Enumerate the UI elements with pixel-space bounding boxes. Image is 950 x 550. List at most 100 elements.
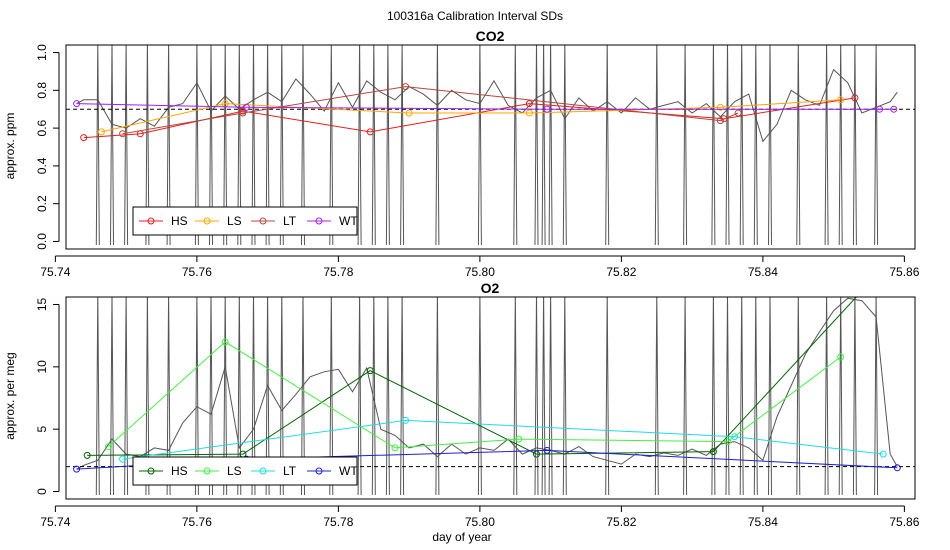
x-tick-label-o2-4: 75.82 [606,515,636,529]
trace-spike-co2-9 [251,45,256,246]
x-tick-label-co2-3: 75.80 [465,265,495,279]
trace-spike-co2-8 [237,45,242,246]
chart-title-co2: CO2 [476,28,505,44]
trace-spike-o2-26 [654,297,659,496]
trace-spike-o2-16 [385,297,390,496]
data-point-co2-wt-1 [242,103,250,111]
data-point-o2-hs-5 [870,277,876,283]
x-tick-label-o2-0: 75.74 [40,515,70,529]
trace-spike-o2-27 [683,297,688,496]
trace-spike-o2-34 [824,297,829,496]
trace-spike-co2-11 [279,45,284,246]
data-point-co2-hs-5 [720,115,728,123]
legend-label-o2-wt: WT [339,464,358,478]
trace-spike-o2-20 [513,297,518,496]
trace-spike-co2-18 [435,45,440,246]
plot-area-co2 [66,45,915,246]
trace-spike-o2-5 [194,297,199,496]
trace-spike-o2-29 [725,297,730,496]
trace-spike-co2-27 [683,45,688,246]
trace-spike-o2-35 [838,297,843,496]
data-point-co2-wt-4 [890,105,898,113]
data-point-o2-ls-4 [724,438,731,446]
legend-swatch-marker-o2-hs [147,467,155,475]
trace-spike-co2-23 [548,45,553,246]
trace-spike-co2-19 [477,45,482,246]
trace-spike-co2-0 [95,45,100,246]
y-tick-label-o2-0: 0 [35,488,49,495]
y-axis-label-co2: approx. ppm [3,113,17,180]
x-tick-label-o2-2: 75.78 [323,515,353,529]
trace-spike-co2-1 [110,45,114,246]
trace-spike-co2-7 [223,45,228,246]
trace-spike-co2-17 [400,45,405,246]
trace-spike-o2-21 [534,297,539,496]
plot-frame-o2 [65,296,916,500]
data-point-o2-lt-1 [402,416,410,424]
series-line-co2-ls [101,99,841,133]
legend-label-o2-hs: HS [171,464,188,478]
x-tick-label-co2-4: 75.82 [606,265,636,279]
chart-o2: O2 approx. per meg 75.74 75.76 75.78 75.80 7… [3,277,920,529]
trace-spike-co2-13 [329,45,334,246]
legend-swatch-marker-co2-hs [147,217,155,225]
trace-spike-co2-3 [145,45,150,246]
trace-spike-o2-6 [209,297,213,496]
trace-spike-co2-30 [739,45,744,246]
trace-spike-co2-32 [768,45,772,246]
data-point-o2-ls-1 [221,338,229,346]
x-tick-label-o2-5: 75.84 [748,515,778,529]
trace-spike-o2-18 [435,297,440,496]
trace-spike-co2-28 [711,45,716,246]
legend-swatch-marker-o2-ls [203,467,211,475]
data-point-co2-hs-4 [525,100,533,108]
series-line-co2-lt [122,86,739,135]
legend-swatch-marker-co2-wt [315,217,323,225]
trace-spike-o2-1 [110,297,114,496]
data-point-o2-ls-0 [105,443,112,451]
trace-spike-co2-29 [725,45,730,246]
y-tick-label-co2-2: 0.4 [35,157,49,174]
legend-swatch-marker-o2-wt [315,467,323,475]
x-tick-label-co2-1: 75.76 [182,265,212,279]
legend-o2: HS LS LT WT [132,456,358,486]
legend-label-o2-lt: LT [283,464,297,478]
trace-spike-o2-15 [371,297,376,496]
trace-spike-co2-20 [513,45,518,246]
x-tick-label-co2-5: 75.84 [748,265,778,279]
trace-spike-o2-19 [477,297,482,496]
legend-label-co2-ls: LS [227,214,242,228]
trace-spike-co2-21 [534,45,539,246]
legend-label-co2-wt: WT [339,214,358,228]
trace-spike-o2-4 [166,297,171,496]
data-point-co2-wt-3 [876,105,884,113]
data-point-o2-wt-2 [543,446,551,454]
legend-swatch-marker-co2-ls [203,217,211,225]
data-point-o2-hs-0 [83,451,91,459]
trace-spike-o2-32 [768,297,772,496]
trace-spike-o2-9 [251,297,256,496]
data-point-co2-ls-5 [837,96,845,104]
data-point-o2-ls-2 [391,444,399,452]
legend-label-co2-hs: HS [171,214,188,228]
data-point-co2-ls-2 [405,109,413,117]
data-point-o2-wt-3 [893,464,901,472]
y-tick-label-o2-1: 5 [35,426,49,433]
trace-spike-o2-28 [711,297,716,496]
trace-spike-o2-14 [357,297,362,496]
legend-swatch-marker-co2-lt [259,217,267,225]
x-axis-label: day of year [432,530,491,544]
series-line-o2-ls [108,341,841,449]
trace-spike-co2-33 [796,45,801,246]
trace-spike-co2-35 [838,45,843,246]
trace-spike-co2-12 [301,45,305,246]
data-point-o2-hs-4 [709,448,717,456]
data-point-co2-ls-4 [716,103,724,111]
x-tick-label-o2-6: 75.86 [889,515,919,529]
trace-spike-o2-13 [329,297,334,496]
y-tick-label-co2-4: 0.8 [35,82,49,99]
data-point-co2-lt-0 [119,130,127,138]
trace-spike-o2-7 [223,297,228,496]
trace-spike-o2-37 [874,297,879,496]
trace-spike-co2-26 [654,45,659,246]
